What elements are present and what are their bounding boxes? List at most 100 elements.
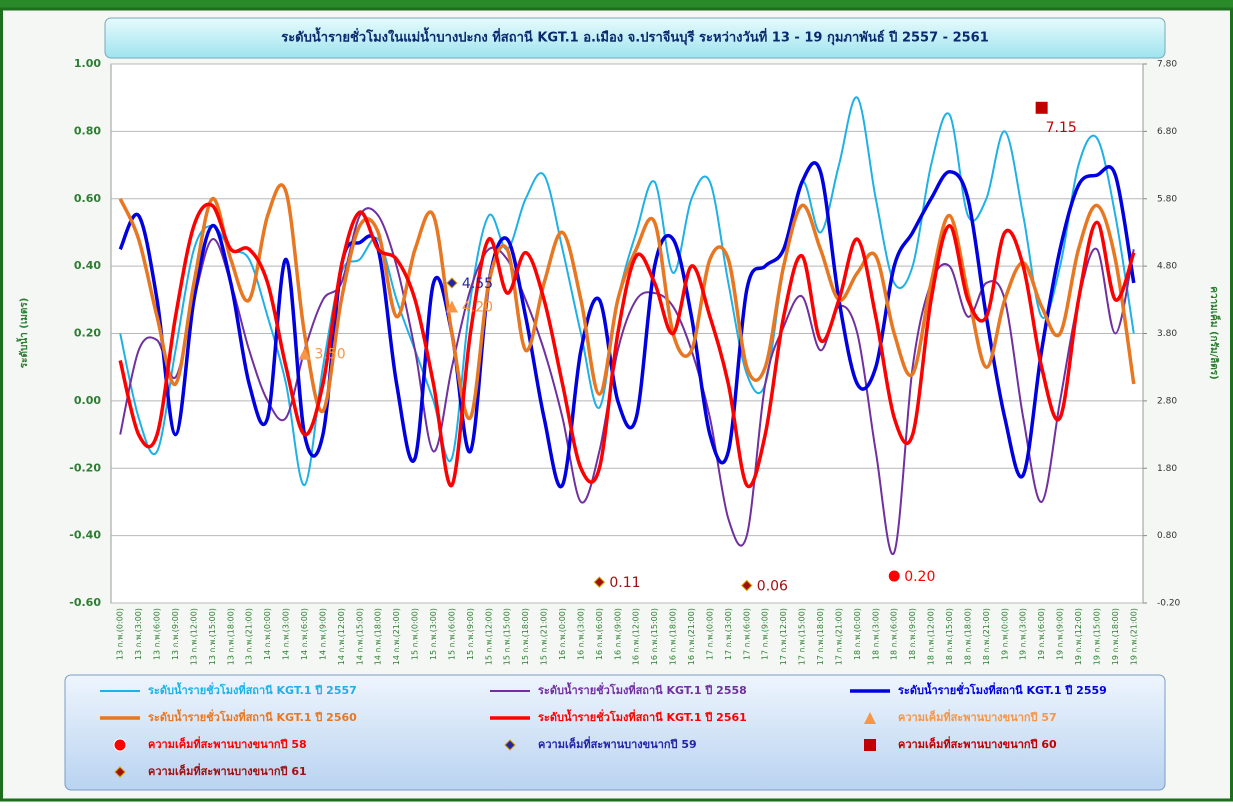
marker — [593, 576, 606, 588]
x-tick-label: 18 ก.พ.(9:00) — [908, 608, 917, 660]
x-tick-label: 16 ก.พ.(21:00) — [687, 608, 696, 665]
data-label: 3.50 — [315, 347, 346, 363]
x-tick-label: 19 ก.พ.(3:00) — [1019, 608, 1028, 660]
x-tick-label: 17 ก.พ.(21:00) — [834, 608, 843, 665]
x-tick-label: 18 ก.พ.(21:00) — [982, 608, 991, 665]
x-tick-label: 18 ก.พ.(12:00) — [927, 608, 936, 665]
marker — [298, 347, 311, 360]
y-tick-label: -0.60 — [69, 596, 101, 609]
marker — [741, 579, 753, 592]
x-tick-label: 13 ก.พ.(18:00) — [226, 608, 235, 665]
marker — [887, 569, 901, 583]
x-tick-label: 15 ก.พ.(6:00) — [447, 608, 456, 660]
x-tick-label: 19 ก.พ.(0:00) — [1000, 608, 1009, 660]
x-tick-label: 14 ก.พ.(12:00) — [337, 608, 346, 665]
x-tick-label: 18 ก.พ.(18:00) — [963, 608, 972, 665]
x-tick-label: 17 ก.พ.(9:00) — [761, 608, 770, 660]
legend-label: ระดับน้ำรายชั่วโมงที่สถานี KGT.1 ปี 2558 — [538, 682, 747, 697]
x-tick-label: 15 ก.พ.(15:00) — [503, 608, 512, 665]
x-tick-label: 17 ก.พ.(18:00) — [816, 608, 825, 665]
marker — [114, 766, 126, 778]
x-tick-label: 13 ก.พ.(6:00) — [153, 608, 162, 660]
legend-label: ระดับน้ำรายชั่วโมงที่สถานี KGT.1 ปี 2560 — [148, 709, 357, 724]
y2-tick-label: 6.80 — [1157, 127, 1177, 137]
x-tick-label: 13 ก.พ.(12:00) — [189, 608, 198, 665]
x-tick-label: 18 ก.พ.(6:00) — [890, 608, 899, 660]
y-tick-label: -0.20 — [69, 461, 101, 474]
x-tick-label: 15 ก.พ.(9:00) — [466, 608, 475, 660]
data-label: 7.15 — [1046, 120, 1077, 136]
y-axis-title: ระดับน้ำ (เมตร) — [16, 298, 30, 369]
legend-label: ระดับน้ำรายชั่วโมงที่สถานี KGT.1 ปี 2557 — [148, 682, 357, 697]
marker — [504, 739, 516, 751]
frame — [0, 7, 1233, 802]
y2-tick-label: 3.80 — [1157, 329, 1177, 339]
x-tick-label: 16 ก.พ.(3:00) — [576, 608, 585, 660]
x-tick-label: 14 ก.พ.(0:00) — [263, 608, 272, 660]
y2-tick-label: 0.80 — [1157, 531, 1177, 541]
y-tick-label: 0.80 — [74, 124, 101, 137]
x-tick-label: 19 ก.พ.(6:00) — [1037, 608, 1046, 660]
x-tick-label: 14 ก.พ.(6:00) — [300, 608, 309, 660]
x-tick-label: 14 ก.พ.(18:00) — [374, 608, 383, 665]
y2-tick-label: 5.80 — [1157, 194, 1177, 204]
x-tick-label: 15 ก.พ.(12:00) — [484, 608, 493, 665]
x-tick-label: 13 ก.พ.(3:00) — [134, 608, 143, 660]
data-label: 0.11 — [609, 575, 640, 591]
x-tick-label: 14 ก.พ.(21:00) — [392, 608, 401, 665]
data-label: 4.20 — [462, 300, 493, 316]
legend-label: ระดับน้ำรายชั่วโมงที่สถานี KGT.1 ปี 2559 — [898, 682, 1107, 697]
y-tick-label: 1.00 — [74, 57, 101, 70]
x-tick-label: 18 ก.พ.(15:00) — [945, 608, 954, 665]
legend-label: ความเค็มที่สะพานบางขนากปี 57 — [898, 709, 1057, 724]
marker — [113, 738, 127, 752]
x-tick-label: 17 ก.พ.(3:00) — [724, 608, 733, 660]
x-tick-label: 15 ก.พ.(21:00) — [540, 608, 549, 665]
x-tick-label: 17 ก.พ.(6:00) — [742, 608, 751, 660]
legend-label: ความเค็มที่สะพานบางขนากปี 59 — [538, 736, 697, 751]
top-band — [0, 0, 1233, 9]
x-tick-label: 14 ก.พ.(9:00) — [318, 608, 327, 660]
x-tick-label: 16 ก.พ.(12:00) — [632, 608, 641, 665]
x-tick-label: 16 ก.พ.(9:00) — [613, 608, 622, 660]
x-tick-label: 19 ก.พ.(9:00) — [1056, 608, 1065, 660]
y2-tick-label: -0.20 — [1157, 599, 1181, 609]
x-tick-label: 16 ก.พ.(15:00) — [650, 608, 659, 665]
x-tick-label: 17 ก.พ.(0:00) — [705, 608, 714, 660]
y-tick-label: -0.40 — [69, 529, 101, 542]
x-tick-label: 19 ก.พ.(18:00) — [1111, 608, 1120, 665]
y-tick-label: 0.20 — [74, 327, 101, 340]
marker — [445, 300, 458, 313]
x-tick-label: 18 ก.พ.(3:00) — [871, 608, 880, 660]
legend-box — [64, 674, 1166, 791]
y2-tick-label: 2.80 — [1157, 396, 1177, 406]
y2-tick-label: 1.80 — [1157, 464, 1177, 474]
data-label: 0.06 — [757, 578, 788, 594]
y-tick-label: 0.40 — [74, 259, 101, 272]
title-box — [104, 17, 1166, 59]
x-tick-label: 13 ก.พ.(15:00) — [208, 608, 217, 665]
marker — [864, 712, 876, 724]
series-line — [118, 161, 1136, 489]
y2-axis-title: ความเค็ม (กรัม/ลิตร) — [1208, 286, 1222, 380]
x-tick-label: 17 ก.พ.(15:00) — [798, 608, 807, 665]
x-tick-label: 13 ก.พ.(0:00) — [116, 608, 125, 660]
x-tick-label: 15 ก.พ.(3:00) — [429, 608, 438, 660]
legend-label: ความเค็มที่สะพานบางขนากปี 60 — [898, 736, 1057, 751]
x-tick-label: 13 ก.พ.(21:00) — [245, 608, 254, 665]
marker — [446, 277, 458, 289]
x-tick-label: 16 ก.พ.(0:00) — [558, 608, 567, 660]
y-tick-label: 0.60 — [74, 192, 101, 205]
x-tick-label: 16 ก.พ.(6:00) — [595, 608, 604, 660]
x-tick-label: 19 ก.พ.(21:00) — [1129, 608, 1138, 665]
y2-tick-label: 7.80 — [1157, 60, 1177, 70]
x-tick-label: 15 ก.พ.(18:00) — [521, 608, 530, 665]
x-tick-label: 15 ก.พ.(0:00) — [411, 608, 420, 660]
x-tick-label: 14 ก.พ.(15:00) — [355, 608, 364, 665]
x-tick-label: 18 ก.พ.(0:00) — [853, 608, 862, 660]
x-tick-label: 19 ก.พ.(12:00) — [1074, 608, 1083, 665]
x-tick-label: 19 ก.พ.(15:00) — [1092, 608, 1101, 665]
chart-title: ระดับน้ำรายชั่วโมงในแม่น้ำบางปะกง ที่สถา… — [281, 27, 989, 46]
legend-label: ความเค็มที่สะพานบางขนากปี 61 — [148, 763, 307, 778]
